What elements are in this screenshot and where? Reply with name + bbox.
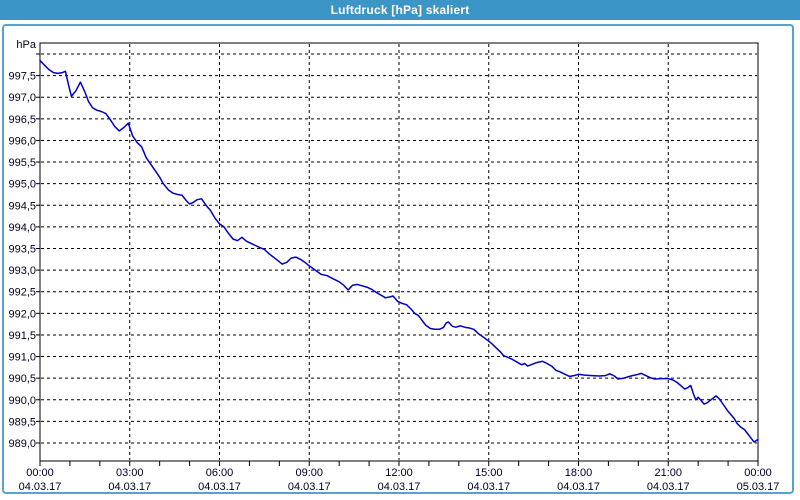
x-tick-time-label: 21:00 [654,467,682,479]
y-tick-label: 992,5 [8,287,36,299]
y-tick-label: 991,0 [8,352,36,364]
y-tick-label: 997,0 [8,92,36,104]
pressure-line [39,59,759,443]
x-tick-time-label: 15:00 [475,467,503,479]
x-tick-date-label: 04.03.17 [288,481,331,493]
x-tick-time-label: 12:00 [385,467,413,479]
x-tick-date-label: 05.03.17 [737,481,780,493]
chart-panel [2,24,794,494]
y-tick-label: 994,0 [8,222,36,234]
y-tick-label: 993,5 [8,243,36,255]
y-tick-label: 989,0 [8,438,36,450]
x-tick-date-label: 04.03.17 [198,481,241,493]
y-tick-label: 995,5 [8,157,36,169]
y-tick-label: 995,0 [8,179,36,191]
x-tick-date-label: 04.03.17 [378,481,421,493]
y-tick-label: 997,5 [8,71,36,83]
window-titlebar: Luftdruck [hPa] skaliert [0,0,800,20]
x-tick-time-label: 03:00 [116,467,144,479]
x-tick-time-label: 09:00 [295,467,323,479]
x-tick-time-label: 00:00 [26,467,54,479]
x-tick-date-label: 04.03.17 [108,481,151,493]
x-tick-time-label: 18:00 [565,467,593,479]
window-title: Luftdruck [hPa] skaliert [330,3,470,17]
x-tick-date-label: 04.03.17 [557,481,600,493]
x-tick-time-label: 00:00 [744,467,772,479]
x-tick-date-label: 04.03.17 [19,481,62,493]
y-tick-label: 993,0 [8,265,36,277]
y-axis-unit-label: hPa [16,39,36,51]
y-tick-label: 990,0 [8,395,36,407]
plot-border [39,42,759,462]
y-tick-label: 994,5 [8,200,36,212]
y-tick-label: 991,5 [8,330,36,342]
x-tick-date-label: 04.03.17 [467,481,510,493]
y-tick-label: 992,0 [8,308,36,320]
x-tick-time-label: 06:00 [206,467,234,479]
y-tick-label: 996,0 [8,135,36,147]
x-tick-date-label: 04.03.17 [647,481,690,493]
y-tick-label: 989,5 [8,416,36,428]
y-tick-label: 990,5 [8,373,36,385]
y-tick-label: 996,5 [8,114,36,126]
